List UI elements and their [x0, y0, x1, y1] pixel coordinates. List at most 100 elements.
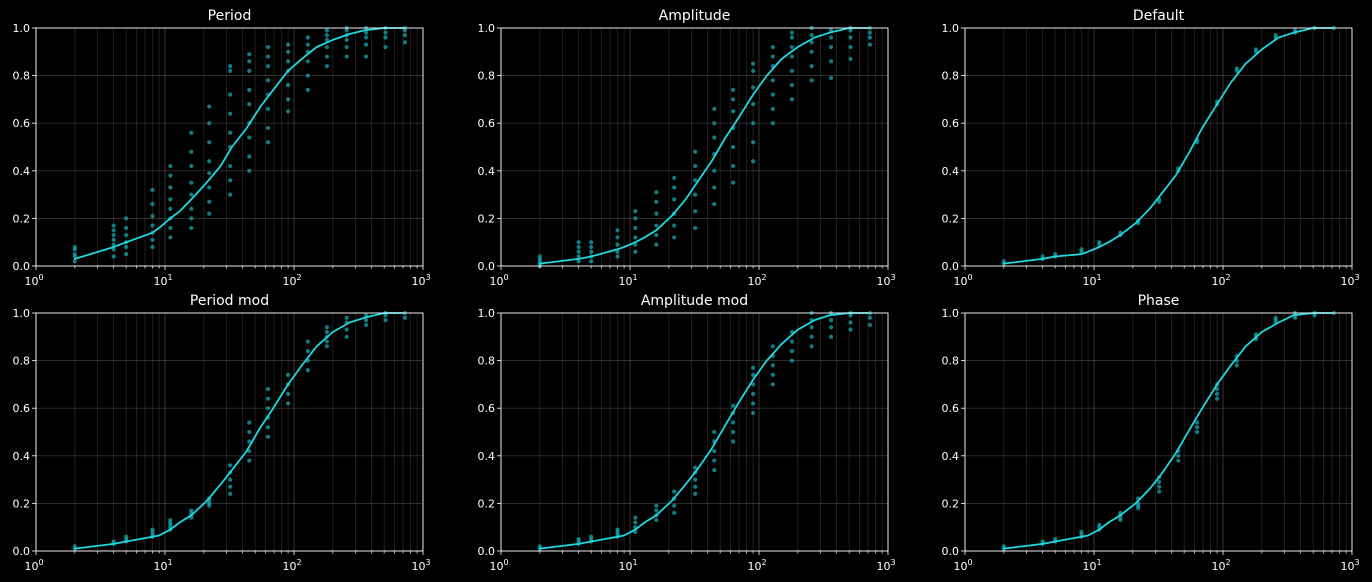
data-point [189, 206, 194, 211]
data-point [809, 325, 814, 330]
data-point [750, 391, 756, 397]
data-point [848, 327, 853, 332]
data-point [1195, 425, 1200, 430]
data-point [693, 163, 698, 169]
data-point [789, 83, 795, 88]
y-tick-label: 0.8 [478, 70, 496, 83]
subplot-title: Period mod [190, 293, 269, 309]
data-point [809, 63, 814, 69]
data-point [654, 223, 659, 228]
data-point [828, 334, 834, 339]
data-point [305, 87, 310, 92]
data-point [867, 315, 873, 320]
data-point [867, 322, 873, 327]
data-point [207, 121, 212, 126]
data-point [189, 225, 194, 231]
data-point [344, 315, 349, 320]
x-tick-label: 100 [489, 273, 508, 288]
data-point [168, 197, 173, 202]
data-point [1273, 315, 1278, 320]
data-point [789, 35, 795, 40]
data-point [124, 225, 129, 231]
data-point [828, 35, 834, 40]
x-tick-label: 101 [153, 558, 172, 573]
data-point [363, 30, 369, 35]
data-point [750, 382, 756, 387]
data-point [168, 185, 173, 190]
data-point [266, 425, 271, 430]
data-point [363, 35, 369, 40]
data-point [731, 163, 736, 169]
data-point [344, 44, 349, 50]
data-point [672, 223, 677, 228]
data-point [266, 44, 271, 50]
data-point [633, 235, 638, 240]
y-tick-label: 0.2 [942, 212, 960, 225]
x-tick-label: 100 [24, 273, 43, 288]
data-point [207, 185, 212, 190]
data-point [848, 320, 853, 325]
data-point [207, 199, 212, 204]
data-point [828, 44, 834, 50]
data-point [712, 135, 717, 140]
data-point [809, 334, 814, 339]
data-point [207, 159, 212, 164]
x-tick-label: 101 [618, 273, 637, 288]
data-point [285, 59, 291, 64]
data-point [750, 121, 756, 126]
data-point [285, 42, 291, 47]
data-point [809, 40, 814, 45]
data-point [1195, 420, 1200, 425]
data-point [693, 484, 698, 489]
y-tick-label: 0.4 [942, 165, 960, 178]
data-point [324, 344, 330, 349]
data-point [731, 439, 736, 444]
data-point [750, 401, 756, 406]
data-point [672, 175, 677, 181]
data-point [789, 54, 795, 59]
data-point [344, 37, 349, 43]
data-point [324, 54, 330, 59]
y-tick-label: 0.4 [942, 450, 960, 463]
data-point [247, 87, 252, 92]
data-point [168, 235, 173, 240]
data-point [1053, 537, 1058, 542]
y-tick-label: 0.4 [478, 450, 496, 463]
data-point [712, 429, 717, 435]
data-point [672, 235, 677, 240]
data-point [867, 35, 873, 40]
data-point [189, 163, 194, 169]
data-point [207, 140, 212, 145]
data-point [402, 33, 408, 38]
y-tick-label: 0.8 [478, 355, 496, 368]
y-tick-label: 0.6 [13, 402, 31, 415]
data-point [1097, 240, 1102, 245]
data-point [770, 372, 775, 377]
data-point [1001, 544, 1006, 549]
x-tick-label: 103 [411, 273, 430, 288]
data-point [1040, 254, 1045, 259]
data-point [266, 106, 271, 112]
y-tick-label: 0.2 [478, 497, 496, 510]
y-tick-label: 0.4 [13, 165, 31, 178]
y-tick-label: 0.6 [13, 117, 31, 130]
y-tick-label: 0.4 [478, 165, 496, 178]
subplot-title: Period [208, 8, 252, 24]
data-point [305, 73, 310, 78]
data-point [672, 510, 677, 516]
data-point [712, 458, 717, 463]
data-point [654, 517, 659, 523]
data-point [770, 92, 775, 97]
data-point [247, 154, 252, 159]
y-tick-label: 0.2 [942, 497, 960, 510]
y-tick-label: 1.0 [478, 22, 496, 35]
data-point [228, 63, 233, 69]
data-point [285, 49, 291, 54]
x-tick-label: 100 [953, 273, 972, 288]
data-point [693, 225, 698, 231]
data-point [111, 237, 116, 242]
axes-frame [500, 27, 889, 267]
y-tick-label: 1.0 [942, 307, 960, 320]
data-point [72, 259, 77, 264]
data-point [324, 339, 330, 344]
